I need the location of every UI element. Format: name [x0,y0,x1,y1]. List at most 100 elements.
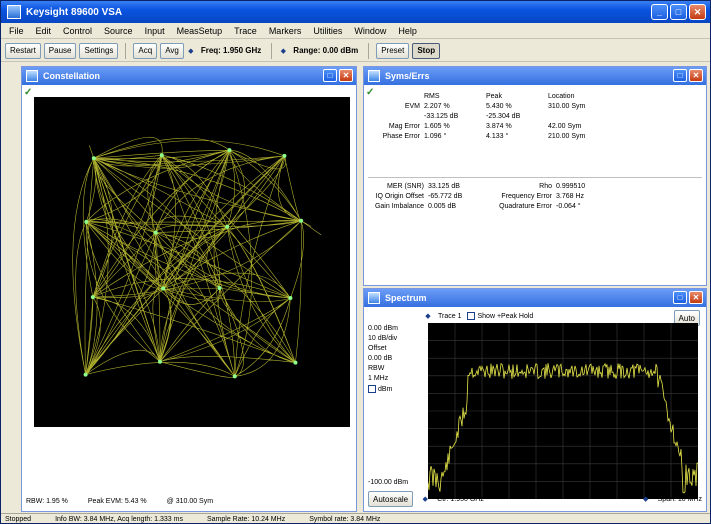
metric-value: 3.768 Hz [556,192,585,200]
status-bar: Stopped Info BW: 3.84 MHz, Acq length: 1… [1,513,710,524]
constellation-symbol-point [159,153,164,158]
constellation-symbol-point [293,360,298,365]
trace-spin-icon[interactable]: ◆ [425,313,431,320]
ref-level: 0.00 dBm [368,325,398,332]
metric-label: Rho [539,182,552,190]
metric-label: Phase Error [382,132,420,140]
menu-meassetup[interactable]: MeasSetup [176,25,223,36]
menu-utilities[interactable]: Utilities [313,25,343,36]
header-cell: RMS [424,92,440,100]
spectrum-titlebar[interactable]: Spectrum □ ✕ [364,289,706,307]
range-spin-icon[interactable]: ◆ [280,47,286,55]
header-cell: Location [548,92,575,100]
checkbox-icon[interactable] [368,385,376,393]
extra-metrics-row: IQ Origin Offset -65.772 dB Frequency Er… [372,191,616,201]
panel-close-button[interactable]: ✕ [689,69,703,82]
metric-value: -65.772 dB [428,192,463,200]
metric-value: 1.605 % [424,122,450,130]
minimize-button[interactable]: _ [651,4,668,20]
trace-label: Trace 1 [438,312,462,320]
show-peak-hold-label: Show +Peak Hold [477,312,534,320]
constellation-symbol-point [288,296,293,301]
menu-control[interactable]: Control [63,25,93,36]
metrics-row: Mag Error 1.605 % 3.874 % 42.00 Sym [372,121,618,131]
constellation-body: ✓ RBW: 1.95 % Peak EVM: 5.43 % @ 310.00 … [22,85,356,511]
panel-restore-button[interactable]: □ [673,69,687,82]
auto-button[interactable]: Auto [673,310,700,326]
metric-label: MER (SNR) [387,182,424,190]
location-readout: @ 310.00 Sym [166,498,214,505]
extra-metrics-row: MER (SNR) 33.125 dB Rho 0.999510 [372,181,616,191]
stop-button[interactable]: Stop [412,42,441,59]
menu-input[interactable]: Input [144,25,165,36]
freq-spin-icon[interactable]: ◆ [188,47,194,55]
pause-button[interactable]: Pause [43,42,77,59]
menu-window[interactable]: Window [354,25,387,36]
center-frequency[interactable]: Ctr: 1.950 GHz [437,495,484,503]
menu-markers[interactable]: Markers [268,25,302,36]
metrics-body: ✓ RMS Peak Location EVM 2.207 % 5.430 % … [364,85,706,285]
spectrum-svg [427,323,698,499]
constellation-title: Constellation [43,71,101,81]
autoscale-button[interactable]: Autoscale [368,491,414,507]
unit-text: dBm [378,385,393,393]
constellation-symbol-point [90,295,95,300]
constellation-symbol-point [91,156,96,161]
constellation-svg [72,136,321,379]
close-button[interactable]: ✕ [689,4,706,20]
panel-restore-button[interactable]: □ [323,69,337,82]
metric-label: EVM [404,102,420,110]
trace-icon [368,292,380,304]
metric-value: 0.005 dB [428,202,457,210]
constellation-symbol-point [282,153,287,158]
panel-close-button[interactable]: ✕ [339,69,353,82]
metric-value: 3.874 % [486,122,512,130]
center-spin-icon[interactable]: ◆ [422,496,428,503]
menu-source[interactable]: Source [104,25,133,36]
show-peak-hold-toggle[interactable]: Show +Peak Hold [467,312,533,320]
metric-value: -33.125 dB [424,112,459,120]
range-readout[interactable]: Range: 0.00 dBm [293,46,359,55]
frequency-readout[interactable]: Freq: 1.950 GHz [200,46,262,55]
constellation-panel: Constellation □ ✕ ✓ RBW: 1.95 % Peak EVM… [21,66,357,512]
metrics-row: EVM 2.207 % 5.430 % 310.00 Sym [372,101,618,111]
constellation-symbol-point [217,286,222,291]
metric-label: Quadrature Error [499,202,552,210]
constellation-plot[interactable] [34,97,350,427]
header-cell: Peak [486,92,502,100]
extra-metrics-table: MER (SNR) 33.125 dB Rho 0.999510 IQ Orig… [372,181,616,211]
rbw-label: RBW [368,365,385,372]
unit-label: dBm [368,385,426,395]
restart-button[interactable]: Restart [5,42,41,59]
offset-label: Offset [368,345,387,352]
acq-button[interactable]: Acq [133,42,158,59]
metric-value: 5.430 % [486,102,512,110]
constellation-titlebar[interactable]: Constellation □ ✕ [22,67,356,85]
menu-bar: File Edit Control Source Input MeasSetup… [1,23,710,39]
span-value[interactable]: Span: 10 MHz [657,495,702,503]
window-title: Keysight 89600 VSA [26,6,123,18]
menu-edit[interactable]: Edit [35,25,52,36]
metric-value: 42.00 Sym [548,122,582,130]
menu-help[interactable]: Help [398,25,417,36]
spectrum-plot[interactable] [427,323,698,499]
trace-icon [368,70,380,82]
maximize-button[interactable]: □ [670,4,687,20]
panel-restore-button[interactable]: □ [673,291,687,304]
preset-button[interactable]: Preset [376,42,410,59]
checkbox-icon[interactable] [467,312,476,320]
menu-file[interactable]: File [9,25,24,36]
panel-close-button[interactable]: ✕ [689,291,703,304]
constellation-symbol-point [83,372,88,377]
menu-trace[interactable]: Trace [234,25,257,36]
settings-button[interactable]: Settings [79,42,119,59]
constellation-symbol-point [227,148,232,153]
offset-value: 0.00 dB [368,355,393,362]
avg-button[interactable]: Avg [160,42,184,59]
metrics-titlebar[interactable]: Syms/Errs □ ✕ [364,67,706,85]
spectrum-scale-labels: 0.00 dBm 10 dB/div Offset 0.00 dB RBW 1 … [368,325,426,395]
span-spin-icon[interactable]: ◆ [642,496,649,503]
metrics-panel: Syms/Errs □ ✕ ✓ RMS Peak Location EVM 2.… [363,66,707,286]
spectrum-panel: Spectrum □ ✕ ◆ Trace 1 Show +Peak Hold A… [363,288,707,512]
peak-evm-readout: Peak EVM: 5.43 % [87,498,147,505]
